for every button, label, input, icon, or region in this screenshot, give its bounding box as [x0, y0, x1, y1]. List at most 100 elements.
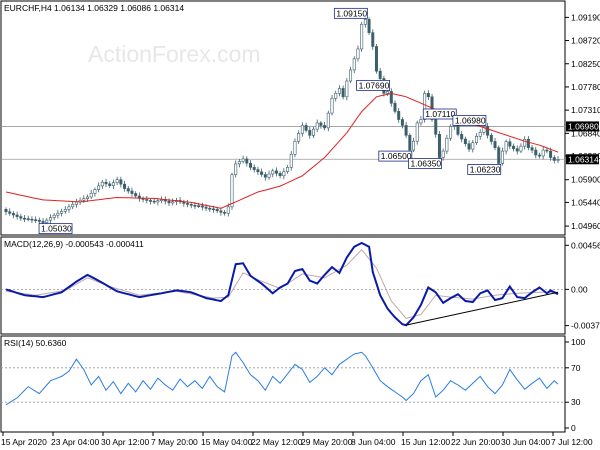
- candle-body: [341, 88, 345, 98]
- candle-body: [508, 141, 512, 147]
- candle-body: [200, 205, 204, 208]
- candle-body: [15, 214, 19, 217]
- x-tick-label: 22 Jun 20:00: [451, 437, 500, 447]
- candle-body: [26, 218, 30, 220]
- candle-body: [123, 183, 127, 189]
- candle-body: [463, 138, 467, 144]
- candle-body: [274, 170, 278, 174]
- candle-body: [308, 130, 312, 136]
- candle-body: [497, 147, 501, 164]
- candle-body: [86, 196, 90, 199]
- candle-body: [30, 218, 34, 221]
- header-info: EURCHF,H4 1.06134 1.06329 1.06086 1.0631…: [4, 3, 184, 13]
- candle-body: [204, 206, 208, 209]
- candle-body: [193, 205, 197, 207]
- candle-body: [152, 200, 156, 203]
- rsi-tick-label: 100: [571, 337, 585, 347]
- x-tick-label: 7 May 20:00: [151, 437, 198, 447]
- candle-body: [289, 153, 293, 168]
- candle-body: [304, 125, 308, 131]
- macd-tick-label: 0.00: [571, 284, 588, 294]
- x-tick-label: 15 Apr 2020: [1, 437, 47, 447]
- candle-body: [171, 201, 175, 204]
- candle-body: [449, 126, 453, 139]
- candle-body: [60, 210, 64, 214]
- candle-body: [360, 23, 364, 50]
- price-annotation-label: 1.09150: [336, 8, 367, 18]
- candle-body: [478, 132, 482, 137]
- candle-body: [100, 181, 104, 187]
- price-tick-label: 1.04960: [571, 221, 600, 231]
- candle-body: [374, 46, 378, 72]
- macd-title: MACD(12,26,9) -0.000543 -0.000411: [4, 239, 144, 249]
- x-tick-label: 8 Jun 04:00: [351, 437, 396, 447]
- candle-body: [45, 219, 49, 223]
- macd-tick-label: 0.00456: [571, 240, 600, 250]
- price-panel: ActionForex.com EURCHF,H4 1.06134 1.0632…: [0, 0, 600, 236]
- candle-body: [330, 97, 334, 114]
- candle-body: [515, 148, 519, 152]
- price-annotation-box: [422, 108, 457, 120]
- candle-body: [97, 185, 101, 190]
- candle-body: [441, 150, 445, 158]
- candle-body: [211, 208, 215, 211]
- macd-panel: MACD(12,26,9) -0.000543 -0.000411 0.0045…: [0, 236, 600, 335]
- price-tick-label: 1.07780: [571, 82, 600, 92]
- rsi-line: [5, 351, 559, 406]
- candle-body: [556, 159, 560, 161]
- x-tick-label: 15 Jun 12:00: [401, 437, 450, 447]
- candle-body: [148, 200, 152, 202]
- price-annotation-box: [356, 79, 390, 91]
- candle-body: [393, 102, 397, 112]
- candle-body: [37, 219, 41, 222]
- candle-body: [549, 150, 553, 158]
- candle-body: [545, 149, 549, 152]
- rsi-tick-label: 70: [571, 363, 581, 373]
- candle-body: [315, 122, 319, 130]
- candle-body: [445, 137, 449, 152]
- candle-body: [434, 119, 438, 135]
- macd-trendline: [406, 291, 559, 326]
- macd-y-axis: 0.00456 0.00 -0.003745: [565, 240, 600, 331]
- candle-body: [252, 167, 256, 170]
- x-tick-label: 7 Jul 12:00: [551, 437, 593, 447]
- candle-body: [249, 162, 253, 168]
- price-annotation-box: [38, 223, 73, 235]
- candle-body: [519, 145, 523, 152]
- candle-body: [500, 150, 504, 164]
- x-tick-label: 15 May 04:00: [201, 437, 253, 447]
- candle-body: [71, 204, 75, 208]
- candle-body: [286, 167, 290, 172]
- rsi-tick-label: 30: [571, 397, 581, 407]
- macd-tick-label: -0.003745: [571, 321, 600, 331]
- candle-body: [63, 209, 67, 212]
- x-tick-label: 29 May 20:00: [301, 437, 353, 447]
- candle-body: [256, 169, 260, 173]
- candle-body: [19, 216, 23, 219]
- price-tag-box: [566, 121, 599, 132]
- price-tick-label: 1.06840: [571, 128, 600, 138]
- candle-body: [237, 161, 241, 165]
- candle-body: [334, 93, 338, 99]
- candle-body: [408, 134, 412, 151]
- candle-body: [356, 48, 360, 60]
- candle-body: [541, 149, 545, 157]
- candle-body: [389, 91, 393, 104]
- candle-body: [130, 190, 134, 194]
- candle-body: [52, 214, 56, 218]
- candle-body: [278, 172, 282, 177]
- candle-body: [34, 219, 38, 221]
- macd-line: [5, 241, 559, 327]
- x-axis: 15 Apr 2020 23 Apr 04:00 30 Apr 12:00 7 May…: [1, 432, 593, 447]
- price-horizontal-lines: [1, 126, 565, 160]
- candle-body: [4, 209, 8, 213]
- rsi-panel: RSI(14) 50.6360 100 70 30 0: [0, 335, 585, 433]
- price-annotation-label: 1.07690: [359, 80, 390, 90]
- candle-body: [323, 125, 327, 129]
- candle-body: [404, 125, 408, 136]
- candle-body: [493, 141, 497, 148]
- candle-body: [111, 182, 115, 186]
- price-annotation-box: [408, 158, 442, 169]
- price-annotation-label: 1.06350: [410, 158, 441, 168]
- candle-body: [337, 88, 341, 94]
